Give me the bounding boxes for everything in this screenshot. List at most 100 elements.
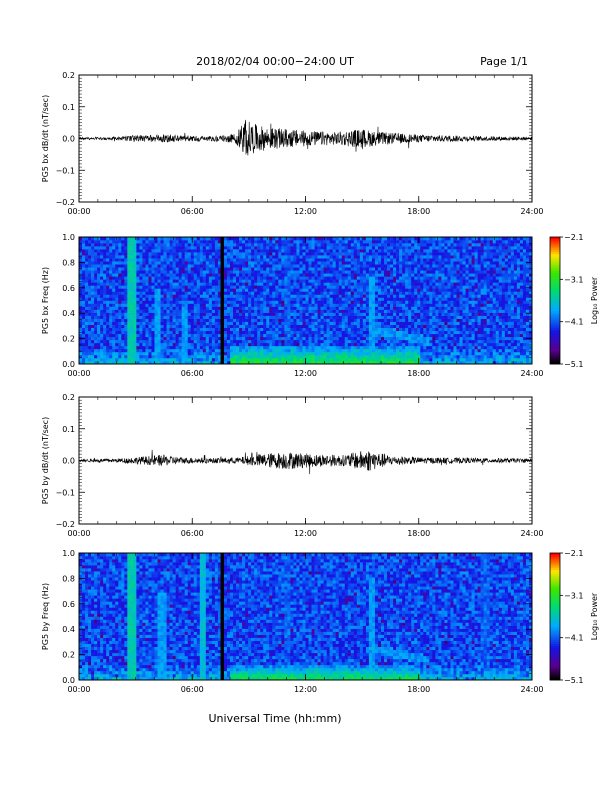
spectrogram-cell <box>278 255 282 259</box>
spectrogram-cell <box>214 345 219 350</box>
spectrogram-cell <box>269 306 273 310</box>
spectrogram-cell <box>190 288 195 292</box>
spectrogram-cell <box>106 255 110 259</box>
spectrogram-cell <box>257 243 261 247</box>
spectrogram-cell <box>202 246 207 250</box>
spectrogram-cell <box>347 348 352 353</box>
spectrogram-cell <box>242 324 246 329</box>
spectrogram-cell <box>142 264 146 268</box>
spectrogram-cell <box>353 300 358 304</box>
spectrogram-cell <box>236 348 240 353</box>
spectrogram-cell <box>230 255 234 259</box>
spectrogram-cell <box>245 279 249 283</box>
spectrogram-cell <box>151 258 155 262</box>
spectrogram-cell <box>109 279 113 283</box>
spectrogram-cell <box>347 291 352 295</box>
spectrogram-cell <box>368 339 373 344</box>
spectrogram-cell <box>91 309 95 313</box>
spectrogram-cell <box>151 339 155 344</box>
spectrogram-cell <box>347 303 352 307</box>
spectrogram-cell <box>408 339 412 344</box>
spectrogram-cell <box>384 297 388 301</box>
spectrogram-cell <box>384 318 388 322</box>
spectrogram-cell <box>338 282 343 286</box>
spectrogram-cell <box>82 237 86 241</box>
spectrogram-cell <box>239 285 243 289</box>
spectrogram-cell <box>205 261 210 265</box>
spectrogram-cell <box>402 237 406 241</box>
spectrogram-cell <box>91 294 95 298</box>
spectrogram-cell <box>106 348 110 353</box>
spectrogram-cell <box>266 270 270 274</box>
spectrogram-cell <box>169 345 173 350</box>
spectrogram-cell <box>390 315 394 319</box>
spectrogram-cell <box>260 312 264 316</box>
spectrogram-cell <box>169 273 173 277</box>
spectrogram-cell <box>266 246 270 250</box>
spectrogram-cell <box>311 261 315 265</box>
spectrogram-cell <box>296 342 300 347</box>
spectrogram-cell <box>302 291 306 295</box>
spectrogram-cell <box>196 327 201 332</box>
spectrogram-cell <box>205 291 210 295</box>
spectrogram-cell <box>199 309 204 313</box>
spectrogram-cell <box>211 321 216 325</box>
spectrogram-cell <box>263 285 267 289</box>
spectrogram-cell <box>299 249 303 253</box>
spectrogram-cell <box>326 315 330 319</box>
spectrogram-cell <box>160 309 164 313</box>
spectrogram-cell <box>217 285 222 289</box>
spectrogram-cell <box>115 288 119 292</box>
spectrogram-cell <box>353 258 358 262</box>
spectrogram-cell <box>308 333 312 338</box>
spectrogram-cell <box>374 270 379 274</box>
spectrogram-cell <box>374 300 379 304</box>
spectrogram-cell <box>145 360 149 365</box>
spectrogram-cell <box>281 297 285 301</box>
x-tick-label: 18:00 <box>407 207 430 216</box>
spectrogram-cell <box>251 243 255 247</box>
spectrogram-cell <box>308 357 312 362</box>
spectrogram-cell <box>151 351 155 356</box>
spectrogram-cell <box>85 321 89 325</box>
spectrogram-cell <box>91 243 95 247</box>
spectrogram-cell <box>118 306 122 310</box>
spectrogram-cell <box>263 276 267 280</box>
spectrogram-cell <box>399 273 403 277</box>
spectrogram-cell <box>350 252 355 256</box>
spectrogram-cell <box>112 309 116 313</box>
spectrogram-cell <box>290 330 294 335</box>
spectrogram-cell <box>377 297 382 301</box>
spectrogram-cell <box>308 324 312 329</box>
spectrogram-cell <box>423 318 427 322</box>
spectrogram-cell <box>184 351 189 356</box>
spectrogram-cell <box>190 255 195 259</box>
spectrogram-cell <box>347 261 352 265</box>
spectrogram-cell <box>320 324 324 329</box>
spectrogram-cell <box>320 300 324 304</box>
spectrogram-cell <box>157 261 161 265</box>
spectrogram-cell <box>420 312 424 316</box>
spectrogram-cell <box>196 264 201 268</box>
spectrogram-cell <box>127 324 131 329</box>
spectrogram-cell <box>251 306 255 310</box>
spectrogram-cell <box>127 288 131 292</box>
spectrogram-cell <box>214 267 219 271</box>
spectrogram-cell <box>350 351 355 356</box>
spectrogram-cell <box>420 264 424 268</box>
spectrogram-cell <box>205 273 210 277</box>
spectrogram-cell <box>223 243 228 247</box>
spectrogram-cell <box>332 279 336 283</box>
spectrogram-cell <box>359 285 364 289</box>
spectrogram-cell <box>368 327 373 332</box>
spectrogram-cell <box>281 321 285 325</box>
spectrogram-cell <box>248 315 252 319</box>
spectrogram-cell <box>142 351 146 356</box>
spectrogram-cell <box>236 342 240 347</box>
spectrogram-cell <box>239 273 243 277</box>
spectrogram-cell <box>420 294 424 298</box>
spectrogram-cell <box>136 252 140 256</box>
spectrogram-cell <box>414 252 418 256</box>
spectrogram-cell <box>338 243 343 247</box>
spectrogram-cell <box>91 336 95 341</box>
